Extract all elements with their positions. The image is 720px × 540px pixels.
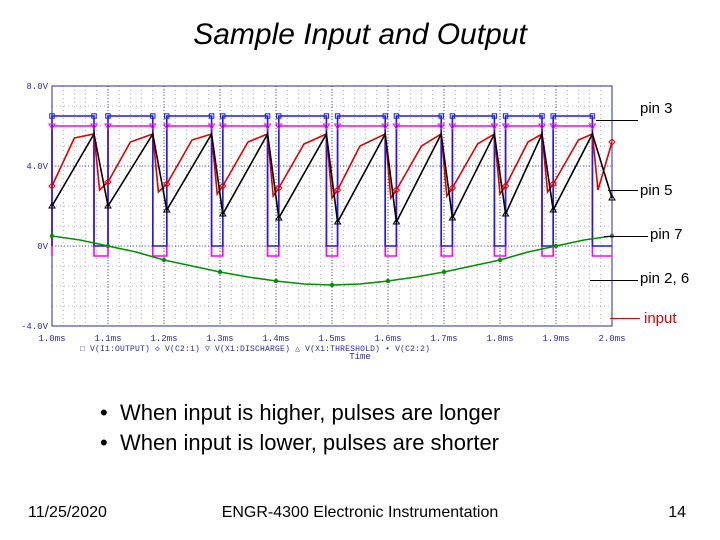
bullet-list: • When input is higher, pulses are longe…: [100, 398, 500, 457]
x-tick-label: 1.2ms: [150, 334, 177, 344]
footer-page: 14: [668, 504, 686, 522]
x-tick-label: 1.6ms: [374, 334, 401, 344]
pin3-label: pin 3: [640, 100, 673, 117]
oscilloscope-chart: 8.0V 4.0V 0V -4.0V 1.0ms 1.1ms 1.2ms 1.3…: [52, 86, 668, 362]
callout-line: [604, 236, 648, 237]
x-tick-label: 1.4ms: [262, 334, 289, 344]
callout-line: [608, 190, 638, 191]
pin26-label: pin 2, 6: [640, 270, 689, 287]
bullet-item: • When input is lower, pulses are shorte…: [100, 428, 500, 458]
pin5-label: pin 5: [640, 182, 673, 199]
y-tick-label: 0V: [0, 242, 48, 252]
slide: Sample Input and Output 8.0V 4.0V 0V -4.…: [0, 0, 720, 540]
x-tick-label: 1.0ms: [38, 334, 65, 344]
callout-line: [590, 280, 638, 281]
x-tick-label: 1.7ms: [430, 334, 457, 344]
chart-svg: [52, 86, 612, 326]
x-tick-label: 1.3ms: [206, 334, 233, 344]
footer-course: ENGR-4300 Electronic Instrumentation: [0, 504, 720, 522]
callout-line: [596, 120, 638, 121]
y-tick-label: -4.0V: [0, 322, 48, 332]
bullet-item: • When input is higher, pulses are longe…: [100, 398, 500, 428]
pin7-label: pin 7: [650, 226, 683, 243]
y-tick-label: 4.0V: [0, 162, 48, 172]
x-tick-label: 2.0ms: [598, 334, 625, 344]
x-tick-label: 1.8ms: [486, 334, 513, 344]
y-tick-label: 8.0V: [0, 82, 48, 92]
page-title: Sample Input and Output: [0, 18, 720, 52]
x-tick-label: 1.5ms: [318, 334, 345, 344]
x-tick-label: 1.1ms: [94, 334, 121, 344]
x-axis-title: Time: [349, 352, 371, 362]
x-tick-label: 1.9ms: [542, 334, 569, 344]
input-label: input: [644, 310, 677, 327]
legend-text: □ V(I1:OUTPUT) ◇ V(C2:1) ▽ V(X1:DISCHARG…: [80, 344, 430, 354]
callout-line: [610, 318, 640, 319]
